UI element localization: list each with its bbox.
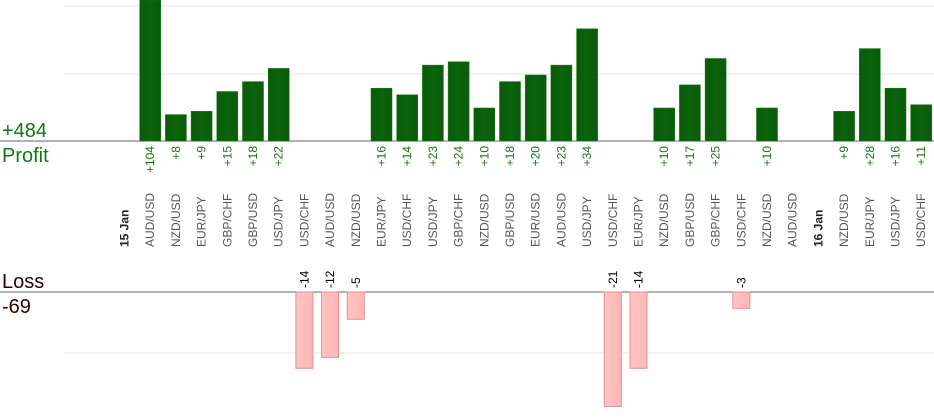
date-label: 16 Jan (811, 210, 825, 247)
profit-bar (550, 64, 573, 142)
profit-bar (910, 104, 932, 142)
category-label: EUR/USD (529, 193, 543, 247)
profit-bar (165, 114, 187, 142)
category-label: USD/CHF (400, 194, 414, 247)
profit-value-label: +25 (709, 146, 723, 167)
category-label: GBP/CHF (709, 194, 723, 247)
profit-bar (756, 107, 778, 142)
profit-value-label: +18 (503, 146, 517, 167)
category-label: NZD/USD (477, 193, 491, 247)
category-label: AUD/USD (143, 193, 157, 247)
profit-label: Profit (2, 145, 49, 167)
loss-value-label: -14 (632, 270, 646, 288)
profit-value-label: +10 (657, 146, 671, 167)
loss-bar (346, 291, 365, 320)
profit-bar (653, 107, 675, 142)
profit-value-label: +10 (760, 146, 774, 167)
profit-bar (190, 111, 213, 142)
category-label: USD/JPY (272, 196, 286, 247)
category-label: GBP/USD (683, 193, 697, 247)
profit-bar (370, 87, 393, 142)
category-label: USD/JPY (889, 196, 903, 247)
category-label: EUR/JPY (375, 196, 389, 247)
profit-value-label: +11 (914, 146, 928, 166)
category-label: NZD/USD (349, 193, 363, 247)
profit-bar (524, 74, 547, 142)
category-label: EUR/JPY (863, 196, 877, 247)
category-label: AUD/USD (786, 193, 800, 247)
category-label: USD/CHF (734, 194, 748, 247)
category-label: GBP/USD (503, 193, 517, 247)
category-label: NZD/USD (760, 193, 774, 247)
profit-value-label: +18 (246, 146, 260, 167)
category-label: GBP/CHF (452, 194, 466, 247)
category-label: GBP/USD (246, 193, 260, 247)
profit-value-label: +8 (169, 146, 183, 160)
category-label: EUR/JPY (195, 196, 209, 247)
profit-value-label: +34 (580, 146, 594, 167)
profit-value-label: +28 (863, 146, 877, 167)
profit-value-label: +14 (400, 146, 414, 167)
category-label: GBP/CHF (220, 194, 234, 247)
loss-bar (295, 291, 314, 369)
profit-bar (242, 81, 264, 142)
loss-value-label: -12 (323, 270, 337, 288)
profit-bar (267, 68, 290, 142)
loss-label: Loss (2, 271, 45, 293)
profit-bar (859, 48, 881, 142)
category-label: AUD/USD (554, 193, 568, 247)
category-label: USD/CHF (606, 194, 620, 247)
profit-total: +484 (2, 120, 48, 142)
profit-bar (139, 0, 161, 142)
profit-value-label: +23 (426, 146, 440, 167)
category-label: USD/CHF (914, 194, 928, 247)
profit-value-label: +17 (683, 146, 697, 167)
profit-value-label: +16 (375, 146, 389, 167)
date-label: 15 Jan (118, 210, 132, 247)
profit-bar (447, 61, 470, 142)
category-label: NZD/USD (657, 193, 671, 247)
category-label: AUD/USD (323, 193, 337, 247)
profit-value-label: +16 (889, 146, 903, 167)
profit-bar (704, 58, 727, 142)
loss-value-label: -14 (297, 270, 311, 288)
profit-bar (499, 81, 521, 142)
loss-value-label: -21 (606, 270, 620, 288)
category-label: USD/JPY (426, 196, 440, 247)
loss-total: -69 (2, 296, 31, 318)
profit-bar (422, 64, 444, 142)
profit-value-label: +9 (195, 146, 209, 160)
loss-bar (321, 291, 340, 358)
category-label: NZD/USD (169, 193, 183, 247)
profit-bar (473, 107, 496, 142)
profit-bar (833, 111, 855, 142)
profit-value-label: +23 (554, 146, 568, 167)
profit-bar (576, 28, 598, 142)
category-label: USD/JPY (580, 196, 594, 247)
profit-value-label: +15 (220, 146, 234, 167)
loss-bar (732, 291, 751, 309)
profit-value-label: +22 (272, 146, 286, 167)
loss-value-label: -3 (734, 277, 748, 288)
profit-bar (679, 84, 701, 142)
category-label: NZD/USD (837, 193, 851, 247)
profit-value-label: +104 (143, 146, 157, 173)
profit-value-label: +24 (452, 146, 466, 167)
profit-bar (396, 94, 418, 142)
loss-bar (629, 291, 648, 369)
loss-bar (603, 291, 622, 407)
profit-bar (884, 87, 907, 142)
category-label: EUR/JPY (632, 196, 646, 247)
profit-value-label: +20 (529, 146, 543, 167)
loss-value-label: -5 (349, 277, 363, 288)
category-label: USD/CHF (297, 194, 311, 247)
profit-bar (216, 91, 239, 142)
profit-value-label: +10 (477, 146, 491, 167)
profit-value-label: +9 (837, 146, 851, 160)
